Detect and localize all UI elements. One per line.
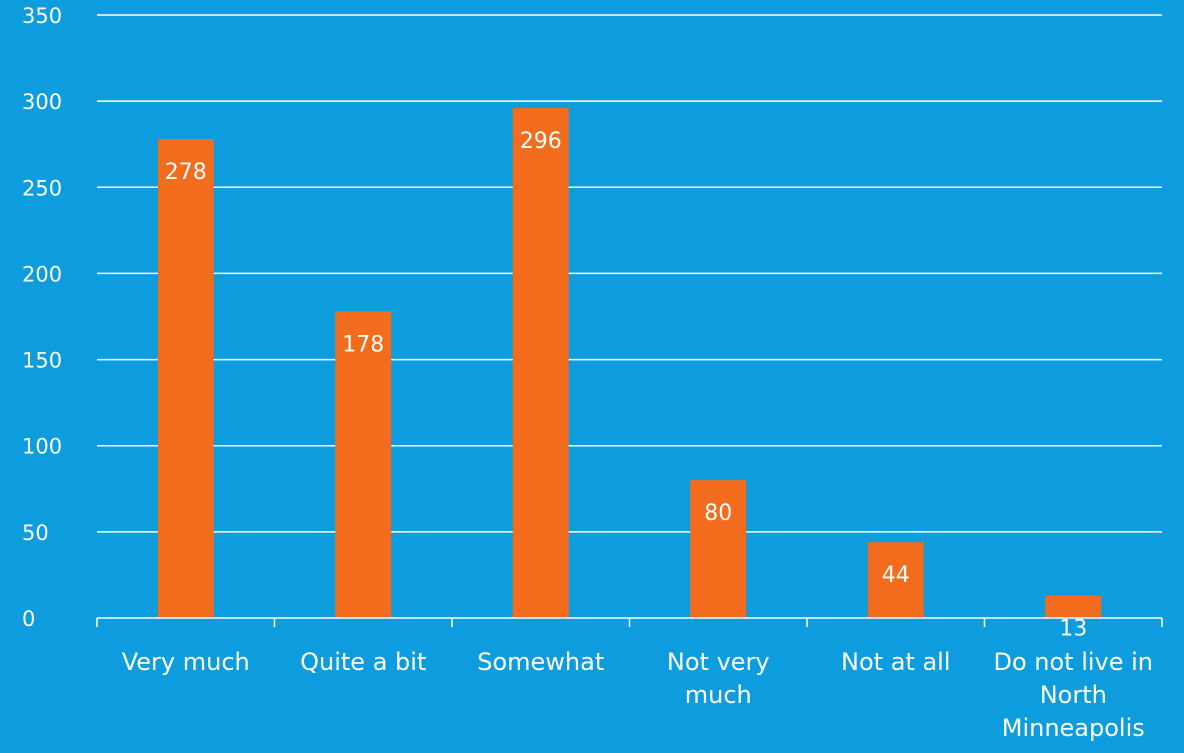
category-label: North [1040,681,1107,709]
y-tick-label: 50 [22,521,49,545]
bar [335,311,392,618]
category-label: much [685,681,752,709]
y-tick-label: 300 [22,90,62,114]
y-tick-label: 250 [22,176,62,200]
y-axis-ticks: 0 50 100 150 200 250 300 350 [22,4,62,631]
bar [690,480,747,618]
category-label: Minneapolis [1002,714,1145,742]
y-tick-label: 200 [22,262,62,286]
bar [867,542,924,618]
category-label: Somewhat [477,648,604,676]
data-label: 296 [520,129,562,154]
category-label: Do not live in [993,648,1153,676]
category-label: Not very [667,648,770,676]
bar [157,139,214,618]
bars: 278 178 296 80 44 13 [157,108,1102,642]
category-label: Not at all [841,648,950,676]
data-label: 13 [1059,617,1087,642]
category-label: Very much [122,648,250,676]
bar [1045,595,1102,618]
data-label: 44 [882,563,910,588]
data-label: 178 [342,332,384,357]
y-tick-label: 0 [22,607,35,631]
data-label: 278 [165,160,207,185]
y-tick-label: 350 [22,4,62,28]
y-tick-label: 100 [22,435,62,459]
data-label: 80 [704,501,732,526]
x-axis: Very much Quite a bit Somewhat Not very much… [96,617,1163,742]
y-tick-label: 150 [22,349,62,373]
gridlines [97,14,1162,533]
bar [512,108,569,618]
category-label: Quite a bit [300,648,426,676]
